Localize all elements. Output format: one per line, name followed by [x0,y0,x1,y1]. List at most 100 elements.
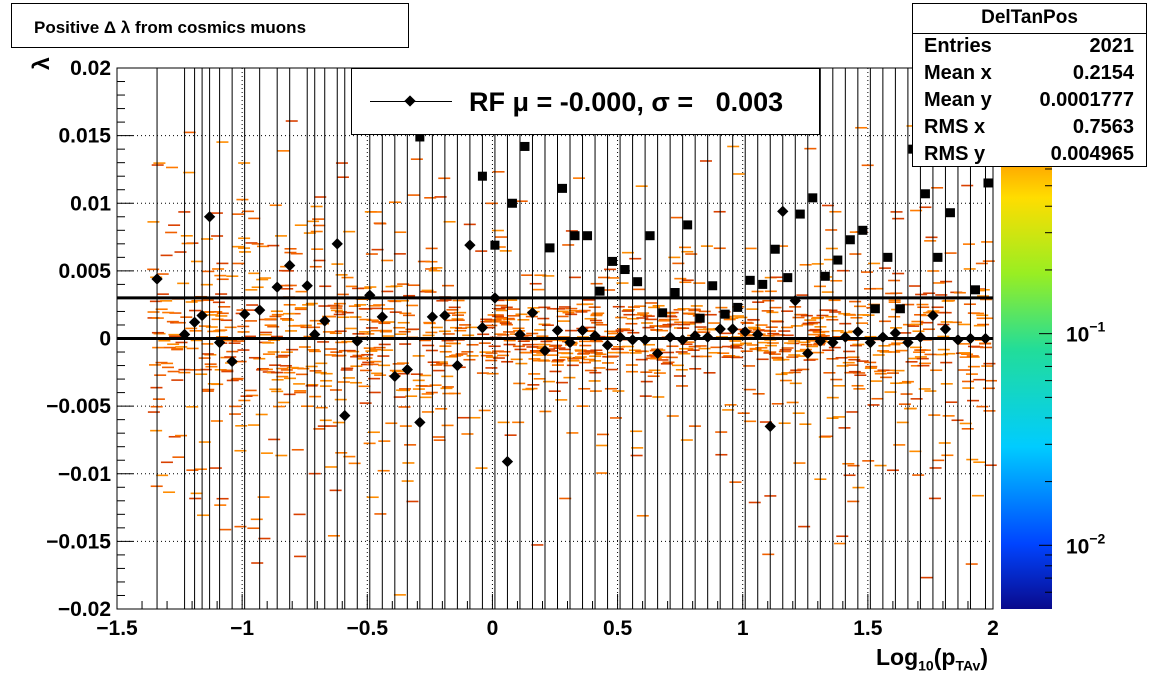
histogram-cell [752,393,765,395]
histogram-cell [232,245,245,248]
histogram-cell [666,415,679,417]
histogram-cell [497,320,510,323]
histogram-cell [666,318,679,321]
histogram-cell [789,382,802,385]
histogram-cell [378,440,391,442]
histogram-cell [503,331,516,333]
histogram-cell [181,242,194,245]
histogram-cell [878,320,891,323]
histogram-cell [961,353,974,356]
histogram-cell [662,351,675,354]
histogram-cell [520,334,533,337]
histogram-cell [556,381,569,384]
histogram-cell [359,402,372,404]
histogram-cell [813,333,826,336]
histogram-cell [370,329,383,332]
histogram-cell [327,535,340,537]
histogram-cell [163,346,176,349]
square-marker [945,208,955,218]
histogram-cell [817,330,830,333]
histogram-cell [285,330,298,332]
histogram-cell [435,361,448,363]
x-title-sub2: TAv [955,657,981,674]
histogram-cell [169,335,182,338]
histogram-cell [909,346,922,349]
histogram-cell [398,406,411,408]
square-marker [645,231,655,241]
histogram-cell [607,277,620,279]
histogram-cell [589,340,602,342]
histogram-cell [930,369,943,372]
histogram-cell [920,321,933,324]
diamond-marker [331,238,343,250]
histogram-cell [242,210,255,213]
x-tick-label: 1.5 [853,617,883,640]
histogram-cell [421,393,434,395]
histogram-cell [834,542,847,545]
histogram-cell [454,311,467,314]
histogram-cell [352,287,365,290]
histogram-cell [604,387,617,390]
histogram-cell [171,347,184,350]
histogram-cell [579,361,592,364]
histogram-cell [162,311,175,314]
histogram-cell [486,372,499,375]
histogram-cell [369,211,382,213]
histogram-cell [693,282,706,284]
histogram-cell [536,335,549,337]
histogram-cell [204,353,217,356]
histogram-cell [515,362,528,365]
square-marker [570,231,580,241]
histogram-cell [888,343,901,346]
histogram-cell [898,403,911,405]
histogram-cell [358,385,371,388]
histogram-cell [582,299,595,301]
histogram-cell [407,328,420,331]
histogram-cell [653,372,666,374]
legend: RF μ = -0.000, σ = 0.003 [351,68,820,135]
histogram-cell [635,313,648,316]
histogram-cell [258,537,271,540]
histogram-cell [479,351,492,353]
histogram-cell [767,332,780,335]
histogram-cell [910,323,923,326]
histogram-cell [589,319,602,322]
histogram-cell [412,388,425,390]
histogram-cell [190,260,203,263]
histogram-cell [627,306,640,308]
histogram-cell [425,260,438,263]
histogram-cell [190,492,203,495]
histogram-cell [629,257,642,260]
histogram-cell [778,350,791,353]
histogram-cell [931,306,944,309]
diamond-marker [564,336,576,349]
square-marker [983,178,993,188]
histogram-cell [240,395,253,397]
histogram-cell [336,176,349,179]
histogram-cell [907,325,920,327]
histogram-cell [332,421,345,424]
histogram-cell [379,330,392,333]
histogram-cell [397,321,410,324]
square-marker [608,256,618,266]
histogram-cell [567,359,580,362]
colorbar-label: 10−2 [1066,530,1106,558]
histogram-cell [659,325,672,328]
plot-title: Positive Δ λ from cosmics muons [34,18,307,37]
histogram-cell [575,350,588,352]
histogram-cell [285,120,298,122]
histogram-cell [973,461,986,463]
histogram-cell [324,425,337,427]
histogram-cell [833,384,846,387]
histogram-cell [498,350,511,353]
histogram-cell [319,285,332,288]
histogram-cell [912,330,925,333]
histogram-cell [879,351,892,353]
histogram-cell [211,318,224,321]
histogram-cell [861,164,874,167]
histogram-cell [974,339,987,341]
histogram-cell [212,301,225,304]
histogram-cell [427,361,440,364]
histogram-cell [367,431,380,434]
y-tick-label: 0 [99,328,111,351]
